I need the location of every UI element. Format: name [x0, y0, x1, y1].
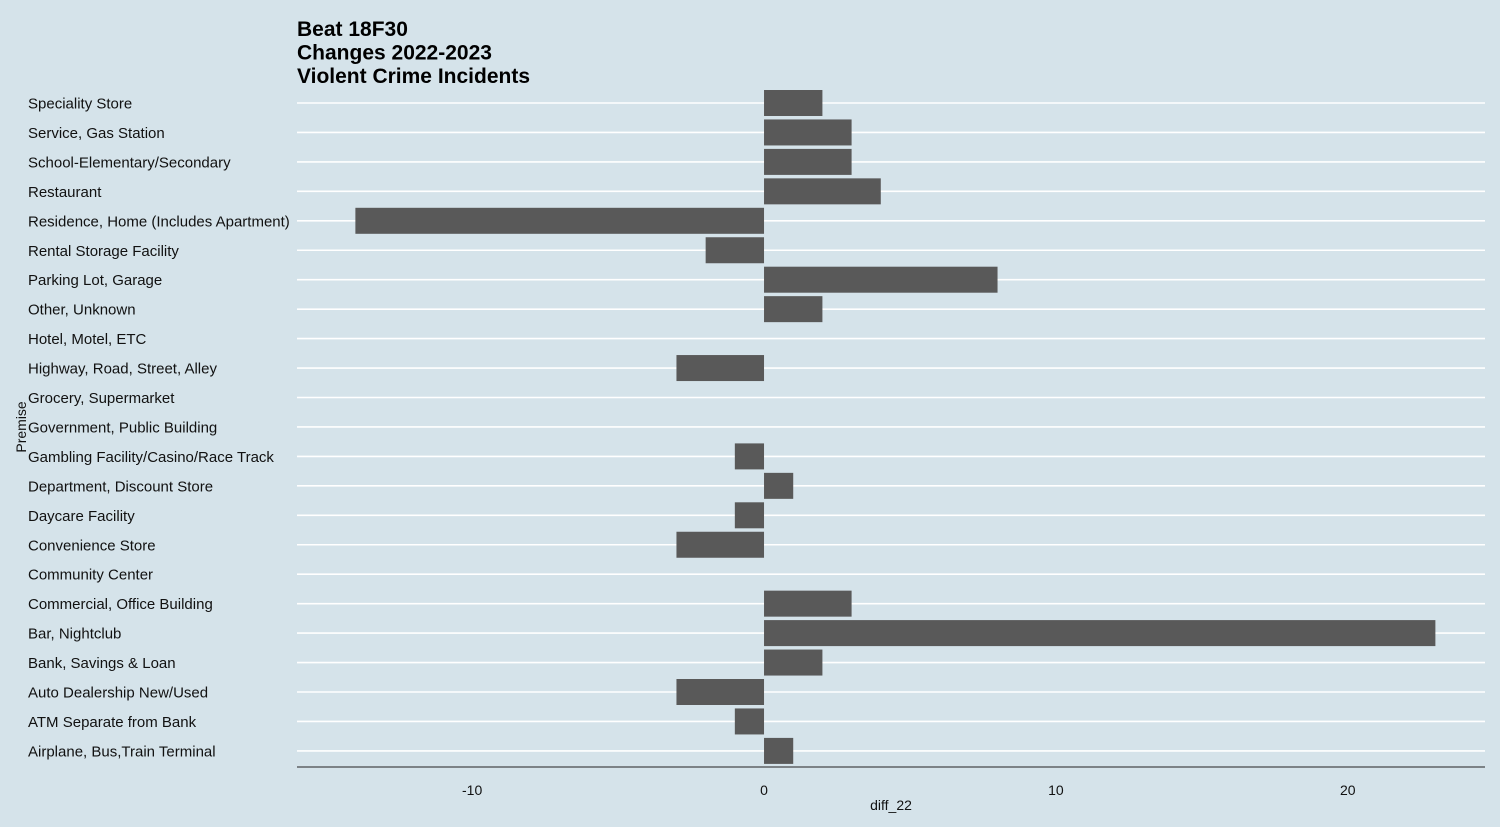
x-ticks: -10 0 10 20	[462, 782, 1356, 798]
gridlines	[297, 102, 1485, 752]
category-label: Parking Lot, Garage	[28, 272, 162, 289]
bar	[676, 679, 765, 705]
x-tick-label: 0	[760, 782, 768, 798]
bar	[764, 90, 823, 116]
bar	[764, 620, 1436, 647]
title-line-1: Changes 2022-2023	[297, 42, 492, 65]
bar	[764, 737, 794, 764]
category-label: Highway, Road, Street, Alley	[28, 361, 217, 378]
category-label: Bar, Nightclub	[28, 626, 121, 643]
category-label: Convenience Store	[28, 537, 156, 554]
category-label: Government, Public Building	[28, 419, 217, 436]
bar	[734, 708, 765, 735]
bar	[705, 237, 765, 264]
category-label: Grocery, Supermarket	[28, 390, 175, 407]
y-axis-title: Premise	[13, 401, 29, 453]
x-tick-label: -10	[462, 782, 482, 798]
bar	[764, 472, 794, 499]
category-label: Other, Unknown	[28, 302, 136, 319]
category-label: Auto Dealership New/Used	[28, 685, 208, 702]
bar	[764, 649, 823, 676]
bar	[355, 207, 765, 234]
category-label: Residence, Home (Includes Apartment)	[28, 213, 290, 230]
category-label: Gambling Facility/Casino/Race Track	[28, 449, 274, 466]
title-line-0: Beat 18F30	[297, 18, 408, 41]
category-labels: Speciality Store Service, Gas Station Scho…	[28, 96, 290, 761]
x-tick-label: 10	[1048, 782, 1064, 798]
category-label: Speciality Store	[28, 96, 132, 113]
category-label: Commercial, Office Building	[28, 596, 213, 613]
x-axis-title: diff_22	[870, 797, 912, 813]
category-label: Bank, Savings & Loan	[28, 655, 176, 672]
category-label: School-Elementary/Secondary	[28, 154, 231, 171]
category-label: Airplane, Bus,Train Terminal	[28, 743, 216, 760]
category-label: Rental Storage Facility	[28, 243, 179, 260]
bar	[764, 119, 852, 146]
bar	[734, 443, 765, 470]
category-label: Community Center	[28, 567, 153, 584]
bar	[764, 148, 852, 175]
category-label: Hotel, Motel, ETC	[28, 331, 147, 348]
bar	[764, 266, 998, 293]
x-tick-label: 20	[1340, 782, 1356, 798]
category-label: Restaurant	[28, 184, 102, 201]
bars	[355, 90, 1436, 764]
category-label: ATM Separate from Bank	[28, 714, 197, 731]
bar	[676, 355, 765, 382]
bar	[764, 296, 823, 323]
bar	[676, 531, 765, 558]
bar	[764, 590, 852, 617]
category-label: Service, Gas Station	[28, 125, 165, 142]
category-label: Daycare Facility	[28, 508, 135, 525]
category-label: Department, Discount Store	[28, 478, 213, 495]
title-line-2: Violent Crime Incidents	[297, 65, 530, 88]
bar	[764, 178, 881, 205]
bar	[734, 502, 765, 529]
